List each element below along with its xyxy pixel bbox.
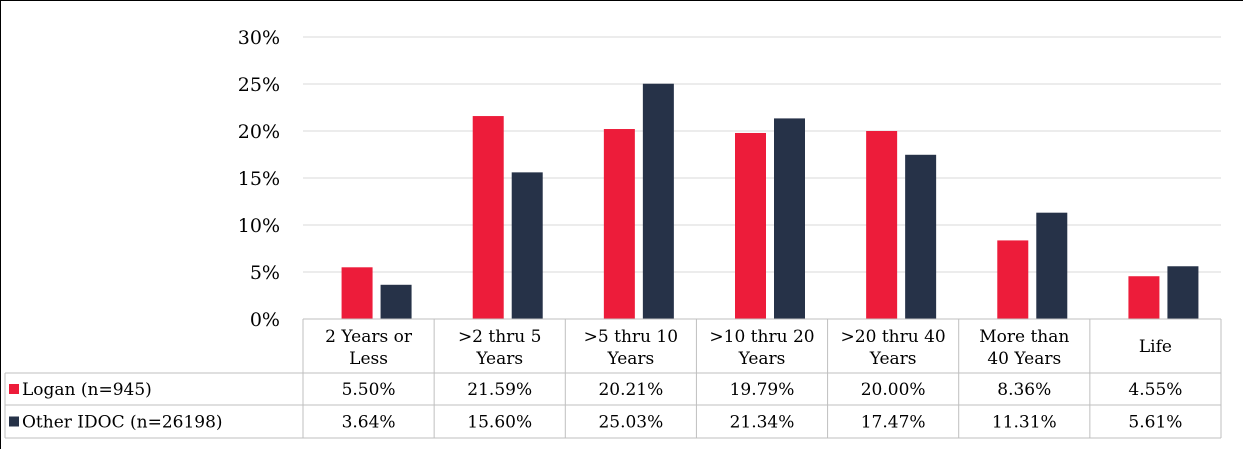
legend-series-name: Other IDOC (n=26198) bbox=[22, 413, 223, 433]
legend-key-logan bbox=[9, 384, 19, 394]
x-tick-label: >5 thru 10 bbox=[584, 327, 678, 347]
data-label: 19.79% bbox=[730, 380, 795, 400]
x-tick-label: More than bbox=[979, 327, 1069, 347]
bar-logan bbox=[997, 240, 1029, 319]
x-tick-label: Years bbox=[606, 349, 654, 369]
x-tick-label: 40 Years bbox=[987, 349, 1061, 369]
y-tick-label: 25% bbox=[238, 74, 280, 96]
bar-logan bbox=[472, 116, 504, 319]
data-label: 20.00% bbox=[861, 380, 926, 400]
bar-logan bbox=[603, 129, 635, 319]
bar-logan bbox=[1128, 276, 1160, 319]
x-tick-label: Less bbox=[349, 349, 388, 369]
data-label: 21.59% bbox=[467, 380, 532, 400]
bar-other-idoc bbox=[1036, 212, 1068, 319]
bar-other-idoc bbox=[1167, 266, 1199, 319]
x-tick-label: >20 thru 40 bbox=[841, 327, 946, 347]
data-label: 21.34% bbox=[730, 413, 795, 433]
data-label: 4.55% bbox=[1128, 380, 1182, 400]
legend-series-name: Logan (n=945) bbox=[22, 380, 152, 400]
x-tick-label: >2 thru 5 bbox=[458, 327, 542, 347]
data-label: 8.36% bbox=[997, 380, 1051, 400]
bar-logan bbox=[341, 267, 373, 319]
y-tick-label: 30% bbox=[238, 27, 280, 49]
data-label: 5.61% bbox=[1128, 413, 1182, 433]
data-label: 11.31% bbox=[992, 413, 1057, 433]
data-label: 20.21% bbox=[598, 380, 663, 400]
y-tick-label: 5% bbox=[250, 262, 280, 284]
y-tick-label: 0% bbox=[250, 309, 280, 331]
bar-logan bbox=[735, 132, 766, 319]
bar-other-idoc bbox=[511, 172, 543, 319]
data-label: 25.03% bbox=[598, 413, 663, 433]
bar-other-idoc bbox=[642, 83, 674, 319]
x-tick-label: Life bbox=[1139, 337, 1172, 357]
bar-other-idoc bbox=[774, 118, 805, 320]
data-label: 3.64% bbox=[342, 413, 396, 433]
x-tick-label: 2 Years or bbox=[325, 327, 413, 347]
legend-key-other-idoc bbox=[9, 416, 19, 427]
bar-logan bbox=[866, 131, 898, 319]
x-tick-label: Years bbox=[738, 349, 786, 369]
y-tick-label: 10% bbox=[238, 215, 280, 237]
data-label: 17.47% bbox=[861, 413, 926, 433]
x-tick-label: >10 thru 20 bbox=[709, 327, 814, 347]
data-label: 5.50% bbox=[342, 380, 396, 400]
y-tick-label: 15% bbox=[238, 168, 280, 190]
x-tick-label: Years bbox=[869, 349, 917, 369]
data-label: 15.60% bbox=[467, 413, 532, 433]
x-tick-label: Years bbox=[475, 349, 523, 369]
bar-other-idoc bbox=[905, 154, 937, 319]
bar-other-idoc bbox=[380, 284, 412, 319]
y-tick-label: 20% bbox=[238, 121, 280, 143]
